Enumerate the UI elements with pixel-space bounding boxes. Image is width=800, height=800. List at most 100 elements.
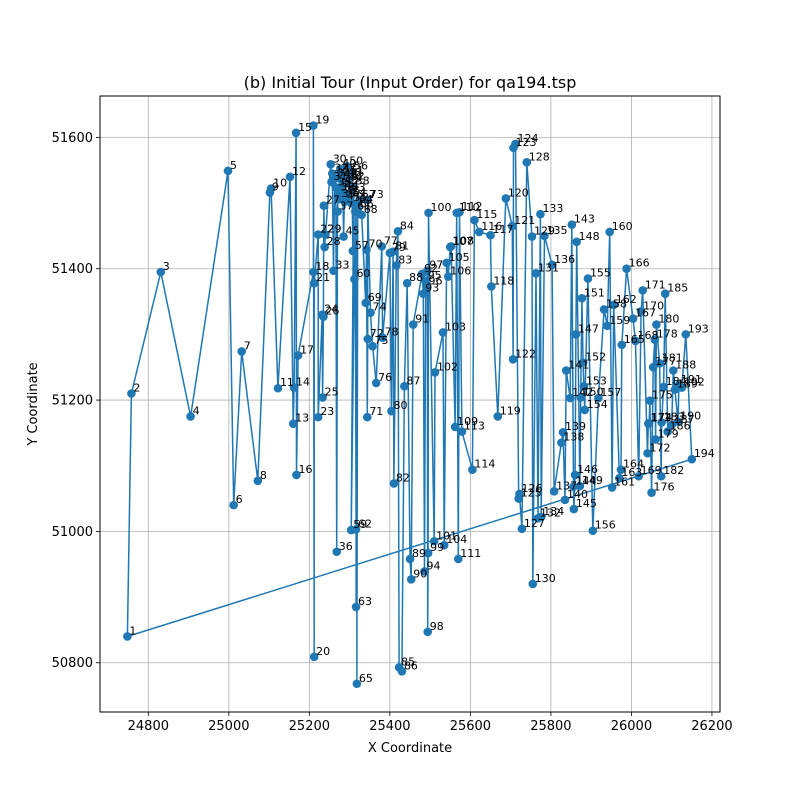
city-label: 102 <box>437 360 458 373</box>
city-marker <box>549 487 559 496</box>
city-marker <box>388 247 398 256</box>
city-marker <box>424 208 433 218</box>
city-marker <box>657 418 666 427</box>
city-label: 140 <box>567 488 588 501</box>
city-label: 44 <box>345 179 359 192</box>
city-marker <box>348 246 358 256</box>
city-marker <box>349 182 358 191</box>
city-marker <box>599 305 609 314</box>
city-marker <box>363 195 373 205</box>
city-label: 76 <box>378 371 392 384</box>
city-label: 2 <box>133 381 140 394</box>
city-marker <box>330 174 340 184</box>
city-marker <box>326 159 335 169</box>
city-marker <box>387 406 396 416</box>
y-axis-title: Y Coordinate <box>26 362 41 446</box>
city-marker <box>616 465 626 474</box>
city-label: 128 <box>529 150 550 163</box>
city-label: 117 <box>493 223 514 236</box>
city-label: 138 <box>563 431 584 444</box>
x-tick-label: 25400 <box>369 719 410 734</box>
city-marker <box>397 666 407 676</box>
city-label: 107 <box>452 235 473 248</box>
city-label: 161 <box>614 475 635 488</box>
city-marker <box>656 471 666 481</box>
city-marker <box>576 393 586 402</box>
city-label: 101 <box>436 529 457 542</box>
city-label: 93 <box>425 282 439 295</box>
city-label: 125 <box>521 487 542 500</box>
city-marker <box>457 427 467 436</box>
city-label: 98 <box>430 620 444 633</box>
city-label: 86 <box>404 659 418 672</box>
city-label: 114 <box>474 458 495 471</box>
city-marker <box>446 242 456 251</box>
city-label: 23 <box>320 405 334 418</box>
city-label: 134 <box>543 505 564 518</box>
city-label: 121 <box>514 214 535 227</box>
city-label: 22 <box>320 223 334 236</box>
city-label: 47 <box>347 190 361 203</box>
city-label: 147 <box>578 322 599 335</box>
city-marker <box>607 483 617 492</box>
city-label: 50 <box>349 154 363 167</box>
city-label: 157 <box>600 386 621 399</box>
city-marker <box>377 242 387 251</box>
city-marker <box>650 335 660 344</box>
city-marker <box>400 381 409 391</box>
city-label: 168 <box>637 329 658 342</box>
x-tick-label: 25800 <box>530 719 571 734</box>
city-label: 33 <box>336 259 350 272</box>
city-label: 160 <box>612 220 633 233</box>
city-label: 167 <box>635 307 656 320</box>
city-marker <box>536 209 545 219</box>
city-marker <box>266 184 276 193</box>
city-label: 32 <box>334 161 348 174</box>
city-marker <box>309 278 319 288</box>
city-label: 135 <box>546 224 567 237</box>
city-label: 179 <box>658 427 679 440</box>
city-marker <box>517 524 527 534</box>
city-label: 146 <box>577 463 598 476</box>
city-marker <box>660 289 670 298</box>
city-marker <box>406 575 416 584</box>
city-label: 27 <box>326 194 340 207</box>
city-label: 81 <box>395 240 409 253</box>
city-label: 59 <box>353 518 367 531</box>
city-marker <box>237 347 247 356</box>
city-label: 9 <box>272 181 279 194</box>
city-label: 51 <box>350 164 364 177</box>
city-marker <box>422 282 431 291</box>
city-marker <box>318 393 327 402</box>
y-tick-label: 50800 <box>52 656 93 671</box>
city-marker <box>638 286 648 295</box>
y-tick-label: 51400 <box>52 262 93 277</box>
city-label: 158 <box>606 297 627 310</box>
city-label: 68 <box>364 203 378 216</box>
city-label: 110 <box>459 201 480 214</box>
city-marker <box>602 321 612 331</box>
city-label: 25 <box>325 385 339 398</box>
city-marker <box>423 266 432 275</box>
city-label: 80 <box>393 399 407 412</box>
city-label: 139 <box>565 420 586 433</box>
city-marker <box>622 264 631 274</box>
city-marker <box>659 382 668 392</box>
city-label: 42 <box>344 168 358 181</box>
city-label: 29 <box>327 223 341 236</box>
city-marker <box>313 230 323 239</box>
city-marker <box>363 412 372 422</box>
city-label: 191 <box>681 373 702 386</box>
city-marker <box>567 220 577 230</box>
city-marker <box>570 470 580 480</box>
city-label: 176 <box>654 481 675 494</box>
axis-ticks: 24800 25000 25200 25400 25600 25800 26000 26200… <box>52 131 733 734</box>
city-marker <box>569 504 579 514</box>
city-label: 85 <box>401 655 415 668</box>
city-label: 150 <box>583 385 604 398</box>
city-label: 188 <box>675 359 696 372</box>
x-axis-title: X Coordinate <box>368 741 452 756</box>
city-marker <box>487 282 496 291</box>
city-marker <box>643 448 652 458</box>
